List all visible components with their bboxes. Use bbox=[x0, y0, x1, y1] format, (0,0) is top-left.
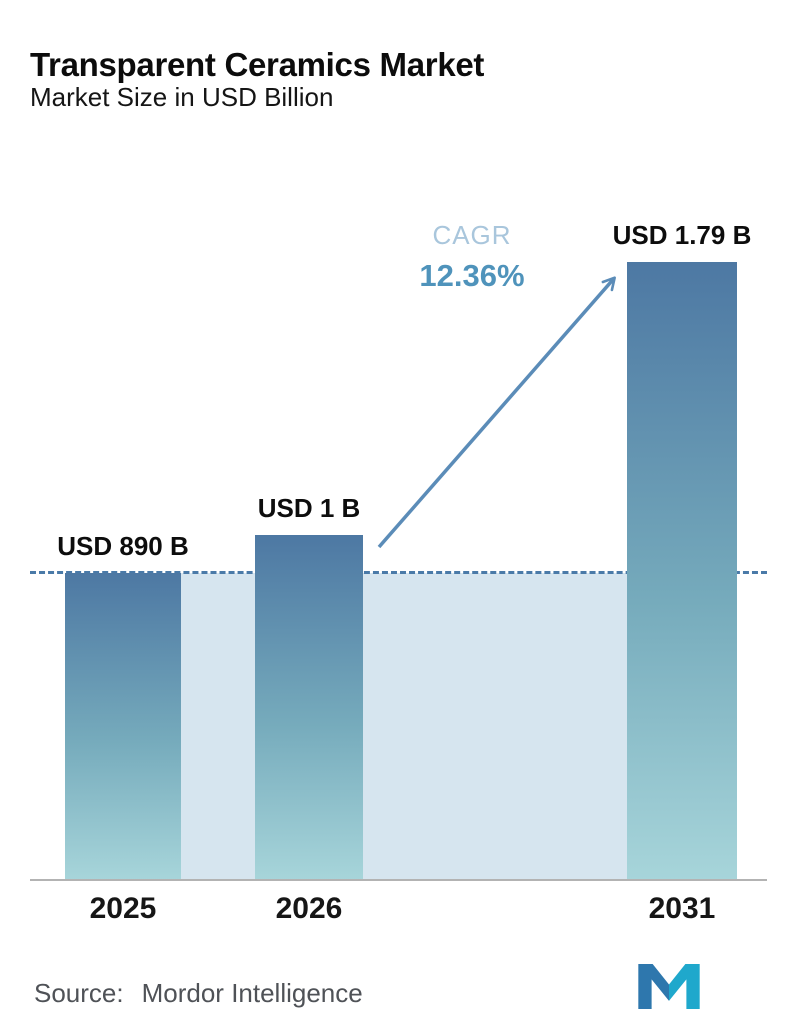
x-axis-label: 2025 bbox=[89, 892, 157, 925]
bar-2031 bbox=[627, 262, 737, 880]
page-subtitle: Market Size in USD Billion bbox=[30, 82, 334, 112]
bar-value-label: USD 1.79 B bbox=[612, 220, 752, 251]
mordor-intelligence-logo bbox=[638, 964, 700, 1009]
page-title: Transparent Ceramics Market bbox=[30, 46, 485, 84]
x-axis-label: 2026 bbox=[275, 892, 343, 925]
source-value: Mordor Intelligence bbox=[141, 978, 363, 1008]
bar-value-label: USD 1 B bbox=[257, 493, 361, 523]
x-axis-label: 2031 bbox=[648, 892, 716, 925]
highlight-area bbox=[181, 572, 627, 880]
bar-2025 bbox=[65, 572, 181, 880]
x-axis-line bbox=[30, 879, 767, 881]
cagr-label: CAGR bbox=[432, 220, 512, 250]
cagr-annotation: CAGR 12.36% bbox=[396, 220, 548, 294]
cagr-value: 12.36% bbox=[419, 258, 525, 293]
bar-2026 bbox=[255, 535, 363, 880]
source-label: Source: bbox=[34, 978, 124, 1008]
reference-dashed-line bbox=[30, 570, 767, 574]
bar-value-label: USD 890 B bbox=[57, 530, 189, 561]
source-note: Source: Mordor Intelligence bbox=[34, 978, 363, 1009]
